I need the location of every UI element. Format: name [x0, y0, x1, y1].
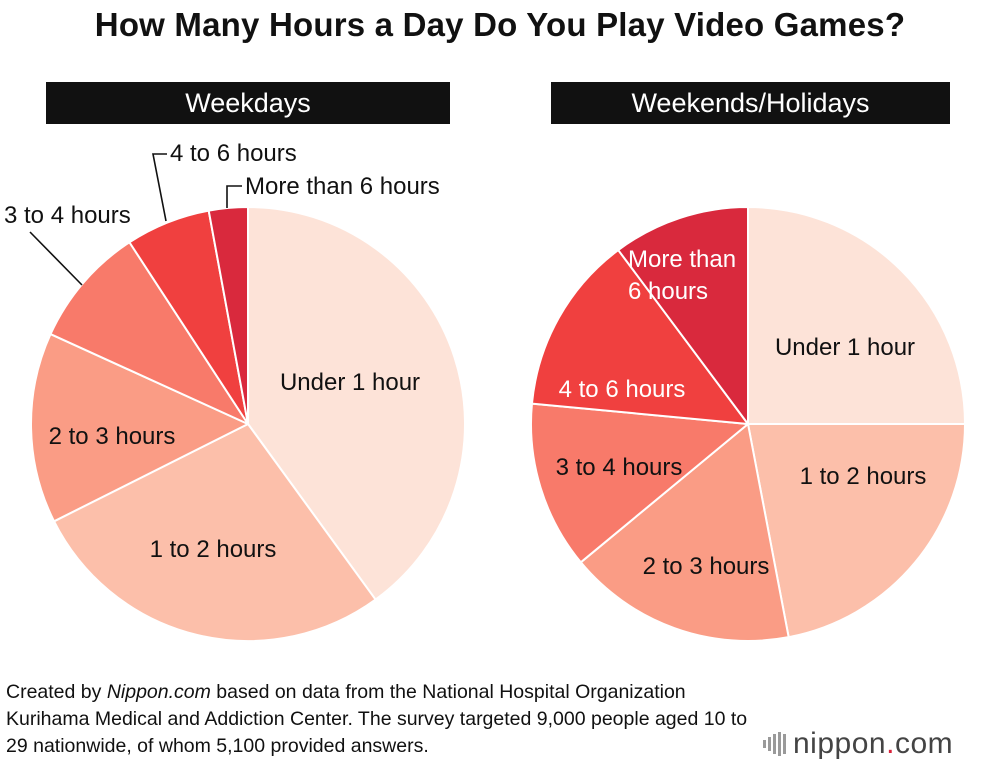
pie1-label-more-than-6-hours: More than 6 hours [245, 173, 440, 200]
nippon-logo: nippon.com [763, 727, 953, 761]
weekends-banner: Weekends/Holidays [551, 82, 950, 124]
pie1-label-2-to-3-hours: 2 to 3 hours [49, 423, 176, 450]
pie2-slice-4-to-6-hours [530, 249, 749, 425]
footnote-source: Nippon.com [106, 681, 211, 703]
logo-bars-icon [763, 732, 786, 756]
pie1-slice-under-1-hour [247, 206, 466, 601]
pie2-label-under-1-hour: Under 1 hour [775, 334, 915, 361]
pie2-label-1-to-2-hours: 1 to 2 hours [800, 463, 927, 490]
logo-text: nippon.com [793, 727, 953, 761]
logo-dot: . [886, 727, 895, 760]
pie1-label-3-to-4-hours: 3 to 4 hours [4, 202, 131, 229]
source-footnote: Created by Nippon.com based on data from… [6, 679, 766, 760]
pie1-slice-more-than-6-hours [207, 206, 249, 425]
pie1-slice-1-to-2-hours [53, 423, 377, 642]
pie1-slice-2-to-3-hours [30, 333, 249, 523]
pie1-leader-4-to-6-hours [152, 153, 167, 222]
pie2-label-4-to-6-hours: 4 to 6 hours [559, 376, 686, 403]
pie1-label-under-1-hour: Under 1 hour [280, 369, 420, 396]
chart-title: How Many Hours a Day Do You Play Video G… [94, 6, 906, 43]
pie1-slice-3-to-4-hours [49, 241, 249, 425]
pie1-leader-more-than-6-hours [226, 185, 242, 208]
pie2-label-3-to-4-hours: 3 to 4 hours [556, 454, 683, 481]
logo-suffix: com [894, 727, 954, 760]
pie2-slice-under-1-hour [747, 206, 966, 425]
footnote-prefix: Created by [6, 681, 107, 703]
pie2-slice-3-to-4-hours [530, 402, 749, 564]
pie2-slice-2-to-3-hours [579, 423, 790, 642]
footnote-rest: based on data from the National Hospital… [6, 681, 748, 757]
logo-name: nippon [793, 727, 887, 760]
pie2-label-more-than-6-hours: More than 6 hours [628, 246, 736, 305]
pie1-label-4-to-6-hours: 4 to 6 hours [170, 140, 297, 167]
weekdays-banner: Weekdays [46, 82, 450, 124]
pie1-leader-3-to-4-hours [29, 231, 83, 286]
pie2-slice-1-to-2-hours [747, 423, 966, 639]
pie2-slice-more-than-6-hours [617, 206, 749, 425]
pie1-label-1-to-2-hours: 1 to 2 hours [150, 536, 277, 563]
pie-charts: Under 1 hour 1 to 2 hours 2 to 3 hours 3 to… [4, 140, 966, 642]
pie2-label-2-to-3-hours: 2 to 3 hours [643, 553, 770, 580]
